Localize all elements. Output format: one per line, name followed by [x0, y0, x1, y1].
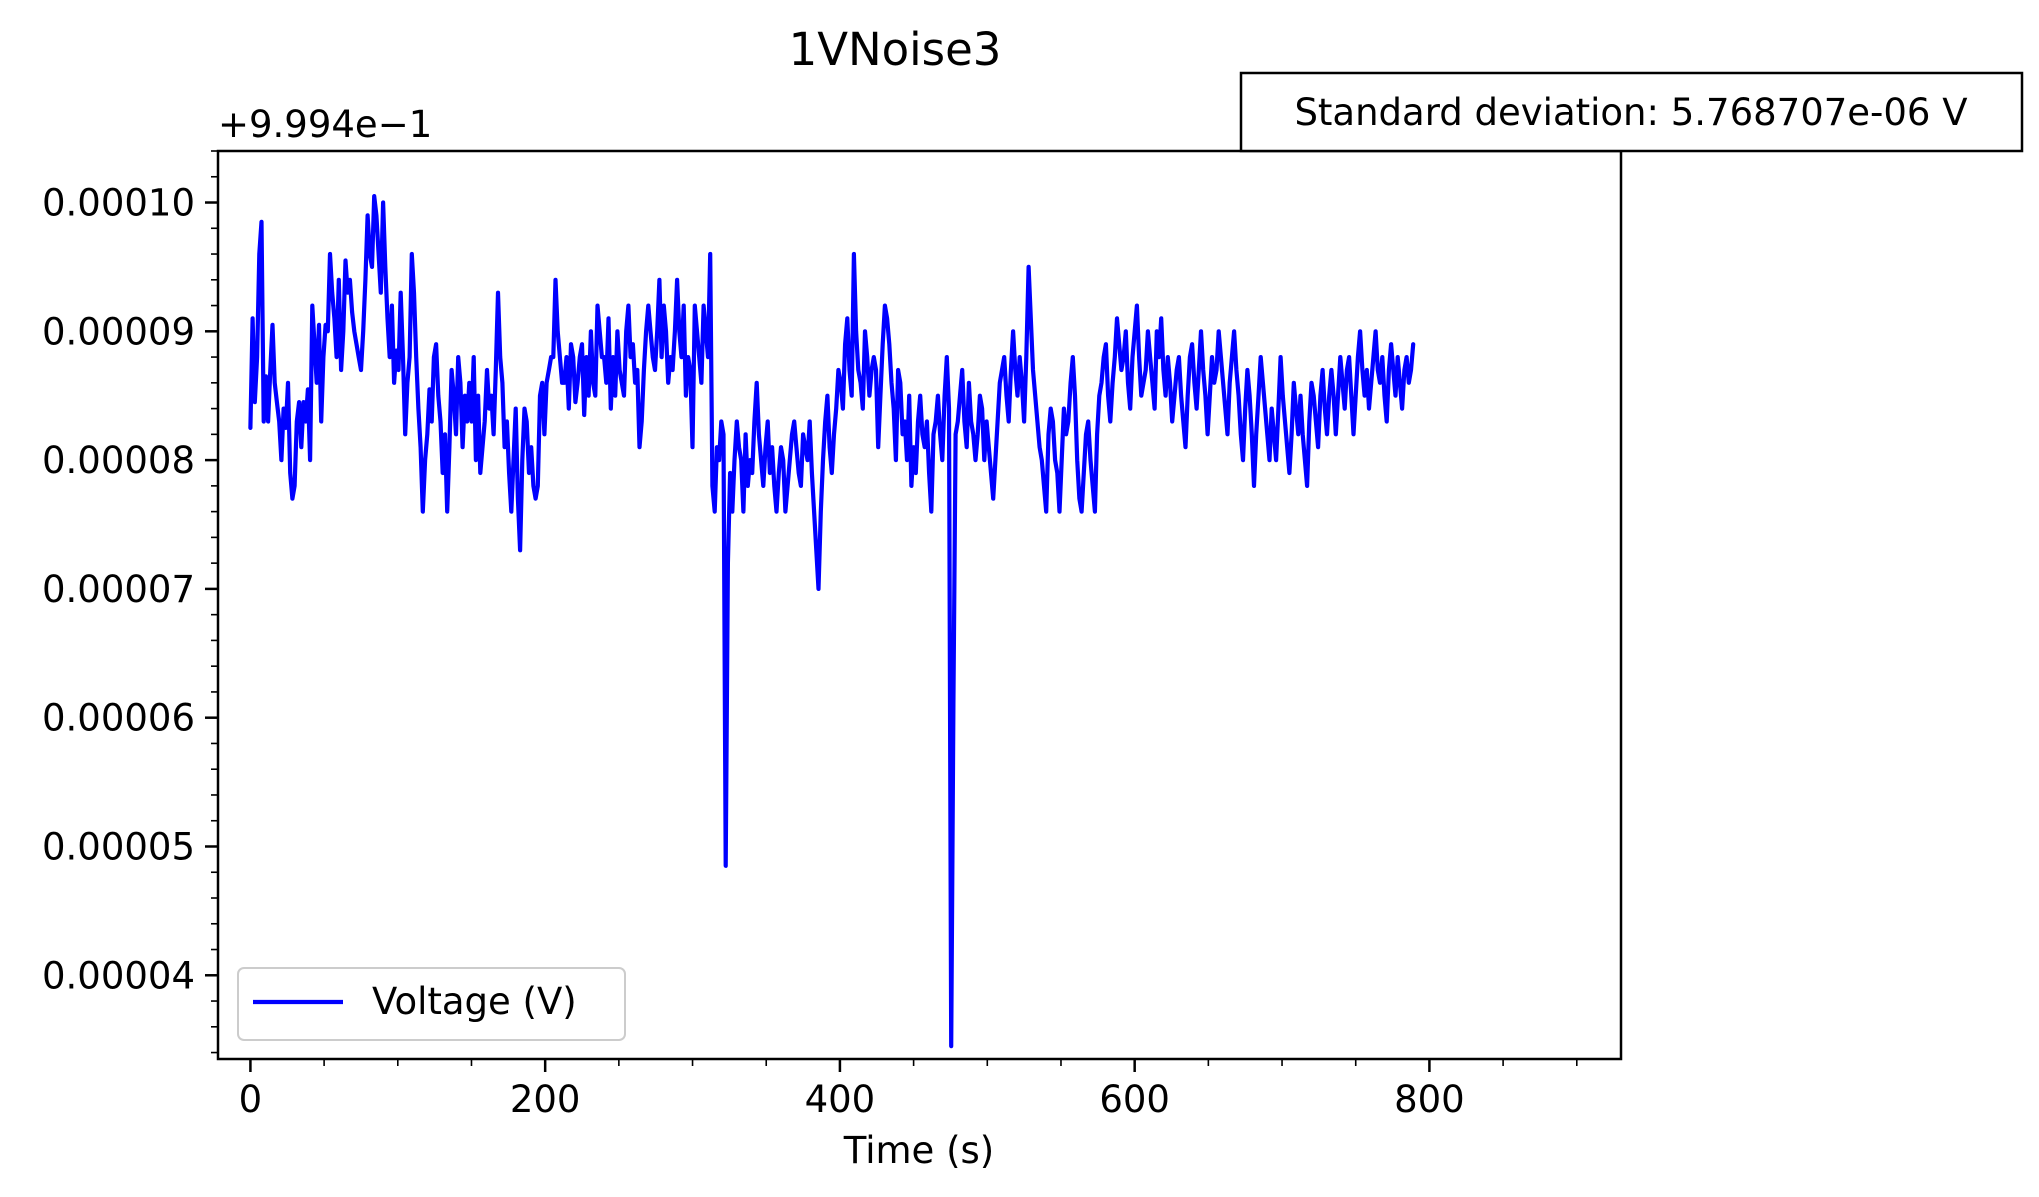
x-tick-label: 200 — [510, 1078, 581, 1121]
chart-title: 1VNoise3 — [789, 23, 1002, 76]
y-axis-offset-label: +9.994e−1 — [218, 103, 432, 146]
x-axis-ticks: 0 200 400 600 800 — [239, 1059, 1465, 1121]
legend-label-voltage: Voltage (V) — [372, 980, 577, 1023]
x-tick-label: 400 — [805, 1078, 876, 1121]
y-tick-label: 0.00006 — [42, 697, 195, 740]
x-tick-label: 0 — [239, 1078, 263, 1121]
y-tick-label: 0.00010 — [42, 182, 195, 225]
annotation-text: Standard deviation: 5.768707e-06 V — [1294, 91, 1967, 134]
y-tick-label: 0.00004 — [42, 954, 195, 997]
y-axis-minor-ticks — [211, 150, 218, 1054]
annotation-box — [1239, 71, 2024, 153]
y-tick-label: 0.00007 — [42, 568, 195, 611]
x-tick-label: 800 — [1394, 1078, 1465, 1121]
x-axis-label: Time (s) — [843, 1129, 994, 1172]
legend: Voltage (V) — [237, 967, 626, 1041]
x-axis-minor-ticks — [323, 1059, 1578, 1066]
y-tick-label: 0.00008 — [42, 439, 195, 482]
y-tick-label: 0.00009 — [42, 310, 195, 353]
plot-area — [248, 194, 1416, 1049]
legend-box — [237, 967, 626, 1041]
y-axis-ticks: 0.00004 0.00005 0.00006 0.00007 0.00008 0.000… — [42, 182, 218, 997]
axes-frame — [216, 149, 1623, 1061]
series-line-voltage — [248, 194, 1416, 1049]
y-tick-label: 0.00005 — [42, 825, 195, 868]
standard-deviation-annotation: Standard deviation: 5.768707e-06 V — [1239, 71, 2024, 153]
x-tick-label: 600 — [1099, 1078, 1170, 1121]
